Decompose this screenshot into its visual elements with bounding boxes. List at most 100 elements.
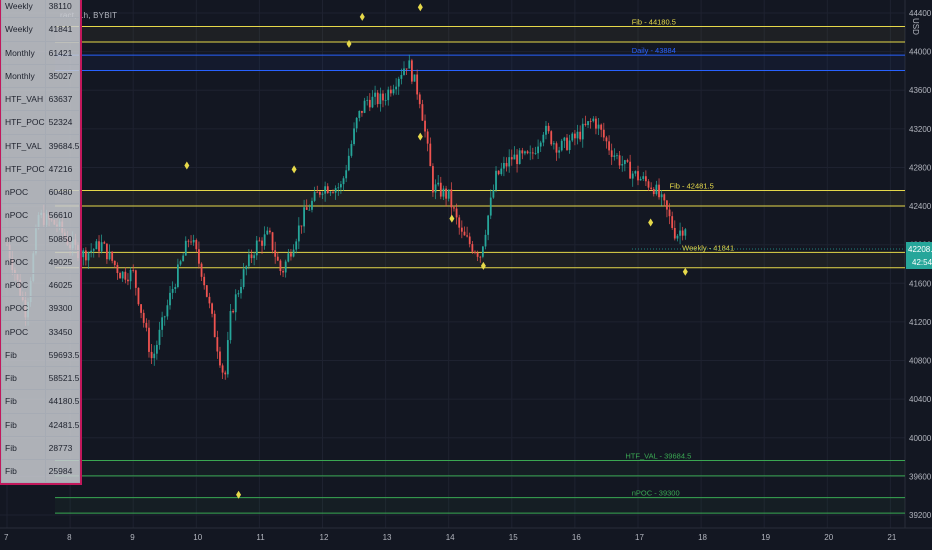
candle-body [219, 351, 221, 366]
candle-body [237, 293, 240, 295]
level-name: HTF_VAH [1, 86, 46, 112]
candle-body [161, 317, 164, 330]
x-tick-label: 10 [193, 533, 202, 542]
candle-body [560, 140, 563, 151]
level-value: 44180.5 [44, 389, 81, 414]
candle-body [353, 128, 355, 145]
candle-body [660, 194, 663, 198]
level-name: nPOC [1, 226, 46, 251]
candle-body [308, 209, 311, 211]
candle-body [595, 118, 597, 129]
level-label: HTF_VAL - 39684.5 [625, 452, 691, 461]
candle-body [684, 229, 687, 236]
level-band [55, 460, 905, 476]
price-axis[interactable]: 44400.0 44000.0 43600.0 43200.0 42800.0 42400… [909, 9, 932, 520]
candle-body [481, 246, 484, 257]
price-tag-value: 42208.5 [908, 245, 932, 254]
candle-body [403, 68, 405, 75]
candle-body [98, 241, 100, 252]
candle-body [534, 153, 537, 154]
candle-body [639, 178, 642, 181]
candle-body [584, 123, 587, 126]
candle-body [326, 186, 329, 194]
candle-body [592, 118, 595, 122]
levels-table-row: Weekly 41841 [1, 17, 81, 42]
candle-body [87, 252, 90, 261]
candle-body [623, 160, 626, 165]
candle-body [166, 305, 169, 317]
candle-body [400, 74, 403, 79]
levels-table-row: nPOC 46025 [1, 272, 81, 298]
candle-body [447, 189, 450, 199]
candle-body [242, 269, 245, 287]
candle-body [158, 329, 161, 345]
candle-body [258, 240, 261, 242]
candle-body [563, 137, 566, 141]
candle-body [366, 99, 369, 101]
candle-body [526, 151, 529, 154]
level-value: 39684.5 [44, 133, 81, 158]
y-tick-label: 42400.0 [909, 202, 932, 211]
candle-body [324, 186, 327, 194]
candle-body [368, 99, 371, 108]
diamond-marker [682, 267, 688, 276]
candle-body [458, 217, 461, 228]
level-name: nPOC [1, 296, 46, 321]
candle-body [340, 184, 342, 188]
candle-body [679, 230, 681, 236]
candle-body [232, 311, 235, 313]
candle-body [521, 150, 524, 154]
candle-body [508, 157, 511, 167]
y-tick-label: 40800.0 [909, 357, 932, 366]
diamond-marker [359, 12, 365, 21]
candle-body [300, 225, 303, 227]
candle-body [516, 154, 518, 165]
candle-body [163, 316, 166, 318]
level-value: 60480 [44, 179, 81, 205]
candle-body [542, 134, 545, 143]
candle-body [376, 92, 379, 105]
candle-body [127, 279, 129, 282]
x-tick-label: 7 [4, 533, 9, 542]
candle-body [329, 192, 332, 194]
level-name: Fib [1, 458, 46, 484]
candle-body [358, 110, 361, 118]
candle-body [566, 137, 568, 150]
candle-body [668, 209, 671, 217]
levels-table-row: nPOC 33450 [1, 319, 81, 344]
candle-body [240, 286, 242, 294]
candle-body [134, 270, 137, 288]
candle-body [631, 173, 634, 179]
candle-body [558, 150, 561, 153]
candle-body [284, 261, 287, 273]
level-value: 56610 [44, 203, 81, 228]
level-value: 47216 [44, 156, 81, 182]
candle-body [476, 252, 479, 257]
candle-body [271, 232, 274, 251]
candle-body [221, 365, 224, 373]
candle-body [503, 163, 505, 169]
y-tick-label: 41200.0 [909, 318, 932, 327]
candle-body [574, 133, 576, 139]
candle-body [316, 191, 319, 193]
candle-body [148, 327, 150, 352]
candle-body [484, 234, 487, 247]
diamond-marker [480, 261, 486, 270]
candle-body [413, 74, 416, 82]
y-tick-label: 42800.0 [909, 163, 932, 172]
level-label: Fib - 44180.5 [632, 18, 676, 27]
candle-body [547, 125, 550, 132]
candle-body [100, 242, 103, 252]
level-value: 41841 [44, 17, 81, 42]
candle-body [108, 251, 111, 260]
candle-body [355, 117, 358, 129]
candle-body [174, 287, 177, 289]
candle-body [153, 353, 156, 359]
candle-body [266, 230, 269, 235]
level-value: 25984 [44, 458, 81, 484]
levels-table-row: Fib 42481.5 [1, 412, 81, 437]
x-tick-label: 9 [130, 533, 135, 542]
time-axis[interactable]: 78910111213141516171819202122 [4, 533, 932, 542]
